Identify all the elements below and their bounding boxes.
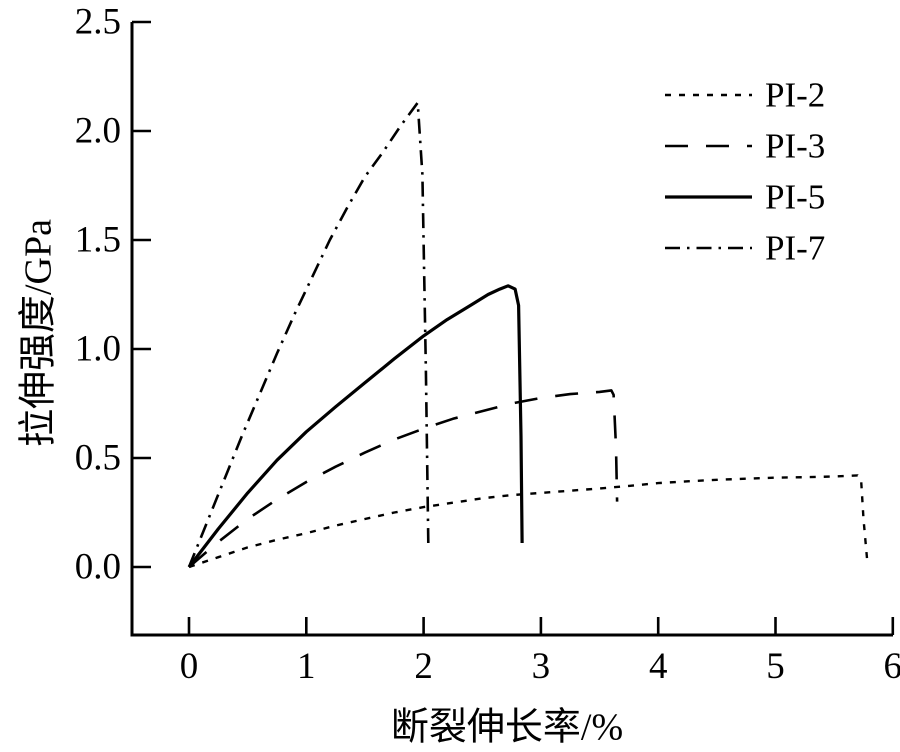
y-axis-title: 拉伸强度/GPa bbox=[17, 218, 60, 448]
x-tick-label: 4 bbox=[648, 646, 668, 687]
series-curve-PI-7 bbox=[187, 101, 430, 568]
legend-label-PI-5: PI-5 bbox=[765, 177, 826, 217]
y-tick-label: 2.0 bbox=[74, 110, 121, 152]
series-curve-PI-2 bbox=[188, 474, 869, 569]
x-tick-label: 3 bbox=[531, 646, 551, 687]
y-tick-label: 0.5 bbox=[74, 437, 121, 479]
x-tick-label: 5 bbox=[766, 646, 785, 687]
x-tick-label: 2 bbox=[414, 646, 433, 687]
x-axis-title: 断裂伸长率/% bbox=[390, 706, 624, 749]
series-curve-PI-5 bbox=[187, 284, 524, 568]
x-tick-label: 6 bbox=[883, 646, 900, 687]
x-tick-label: 1 bbox=[297, 646, 316, 687]
series-curve-PI-3 bbox=[188, 389, 619, 568]
y-tick-label: 0.0 bbox=[74, 546, 121, 588]
legend-label-PI-7: PI-7 bbox=[765, 228, 826, 268]
y-tick-label: 1.0 bbox=[74, 328, 121, 370]
legend-label-PI-2: PI-2 bbox=[765, 75, 826, 115]
y-tick-label: 1.5 bbox=[74, 219, 121, 261]
legend-label-PI-3: PI-3 bbox=[765, 126, 826, 166]
y-tick-label: 2.5 bbox=[74, 1, 121, 43]
x-tick-label: 0 bbox=[179, 646, 199, 687]
axes-frame bbox=[130, 22, 893, 637]
